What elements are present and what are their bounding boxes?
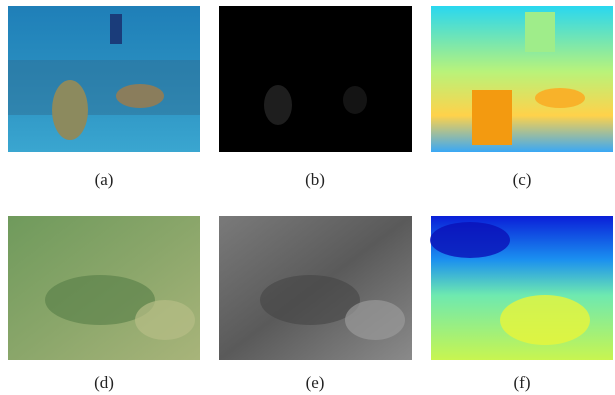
figure-images [0,0,615,395]
panel-label: (d) [44,373,164,393]
image-f [430,216,613,360]
image-c [431,6,613,152]
panel-label: (e) [255,373,375,393]
image-b [219,6,412,152]
image-e [219,216,412,360]
image-d [8,216,200,360]
panel-label: (c) [462,170,582,190]
panel-label: (f) [462,373,582,393]
panel-label: (a) [44,170,164,190]
panel-label: (b) [255,170,375,190]
figure: (a) (b) (c) (d) (e) (f) [0,0,615,395]
image-a [8,6,200,152]
